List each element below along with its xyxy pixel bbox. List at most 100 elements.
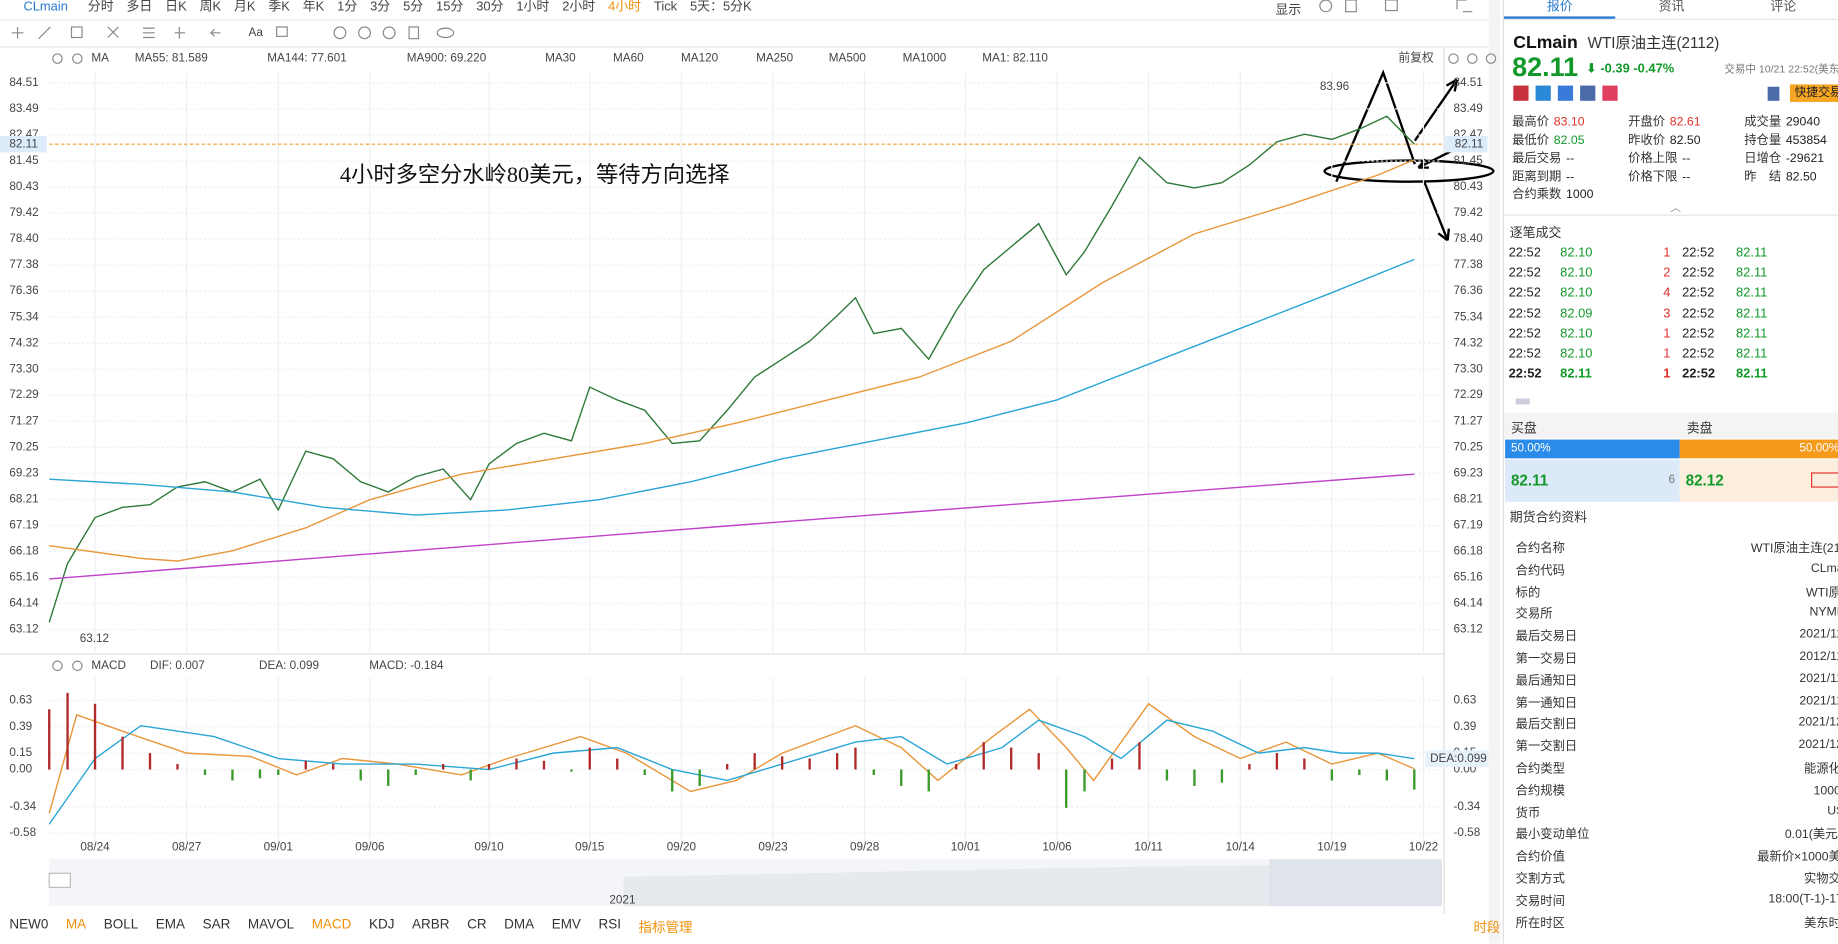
period[interactable]: 年K bbox=[302, 0, 325, 15]
indicator-tab[interactable]: BOLL bbox=[103, 917, 139, 932]
legend-entry[interactable]: MA900: 69.220 bbox=[407, 52, 487, 65]
comment-icon[interactable] bbox=[276, 26, 288, 37]
symbol[interactable]: CLmain bbox=[23, 0, 68, 15]
restore-button[interactable]: 前复权 bbox=[1398, 51, 1433, 65]
scrollbar[interactable] bbox=[1488, 0, 1501, 944]
legend-entry[interactable]: MA250 bbox=[756, 52, 794, 65]
channel-icon[interactable] bbox=[143, 27, 155, 39]
user-icon[interactable] bbox=[1557, 85, 1574, 101]
bid-cell[interactable]: 82.11 6 bbox=[1505, 459, 1680, 502]
magnet-icon[interactable] bbox=[333, 26, 347, 40]
indicator-tab[interactable]: SAR bbox=[202, 917, 231, 932]
period[interactable]: 4小时 bbox=[608, 0, 642, 15]
heart-icon[interactable] bbox=[1602, 85, 1618, 101]
legend-entry[interactable]: MA60 bbox=[613, 52, 644, 65]
legend-entry[interactable]: DIF: 0.007 bbox=[150, 659, 205, 672]
quick-trade-button[interactable]: 快捷交易 bbox=[1789, 84, 1838, 102]
close-icon[interactable] bbox=[72, 53, 83, 64]
x-tick-label: 10/01 bbox=[951, 841, 980, 854]
period[interactable]: 分时 bbox=[87, 0, 114, 15]
period[interactable]: 周K bbox=[199, 0, 222, 15]
histogram-bar bbox=[542, 760, 546, 770]
period[interactable]: 1小时 bbox=[516, 0, 550, 15]
indicator-tab[interactable]: MACD bbox=[311, 917, 352, 932]
indicator-tab[interactable]: MAVOL bbox=[247, 917, 295, 932]
indicator-tab[interactable]: EMA bbox=[155, 917, 186, 932]
ask-cell[interactable]: 82.12 bbox=[1679, 459, 1838, 502]
legend-entry[interactable]: MA1000 bbox=[903, 52, 947, 65]
legend-entry[interactable]: MA500 bbox=[829, 52, 867, 65]
period-button[interactable]: 时段 bbox=[1473, 921, 1501, 936]
gear-icon[interactable] bbox=[52, 53, 63, 64]
period[interactable]: 5分 bbox=[403, 0, 424, 15]
x-tick-label: 08/27 bbox=[172, 841, 201, 854]
indicator-name[interactable]: MA bbox=[91, 52, 109, 65]
period[interactable]: 30分 bbox=[476, 0, 504, 15]
panel-tab[interactable]: 资讯 bbox=[1658, 0, 1685, 15]
indicator-tab[interactable]: KDJ bbox=[368, 917, 395, 932]
collapse-icon[interactable]: ︿ bbox=[1670, 201, 1681, 214]
indicator-tab[interactable]: CR bbox=[467, 917, 487, 932]
period[interactable]: 3分 bbox=[370, 0, 391, 15]
hide-icon[interactable] bbox=[382, 26, 396, 40]
quote-field: 开盘价 82.61 bbox=[1628, 113, 1744, 129]
legend-entry[interactable]: MA144: 77.601 bbox=[267, 52, 347, 65]
legend-entry[interactable]: MA30 bbox=[545, 52, 576, 65]
measure-icon[interactable] bbox=[174, 26, 186, 39]
fib-icon[interactable] bbox=[107, 26, 119, 38]
period[interactable]: 日K bbox=[165, 0, 187, 15]
trade-cell: 22:52 bbox=[1682, 246, 1715, 261]
zoom-in-icon[interactable] bbox=[1485, 53, 1497, 64]
indicator-tab[interactable]: ARBR bbox=[412, 917, 450, 932]
legend-entry[interactable]: MACD: -0.184 bbox=[369, 659, 444, 672]
chart-icon[interactable] bbox=[1535, 85, 1551, 101]
y-tick-label: 75.34 bbox=[1454, 310, 1484, 323]
indicator-tab[interactable]: EMV bbox=[551, 917, 581, 932]
legend-entry[interactable]: MA120 bbox=[681, 52, 719, 65]
indicator-tab[interactable]: NEW0 bbox=[9, 917, 49, 932]
panel-tab[interactable]: 报价 bbox=[1503, 0, 1616, 19]
period[interactable]: 1分 bbox=[337, 0, 358, 15]
reset-icon[interactable] bbox=[1448, 53, 1459, 64]
line-icon[interactable] bbox=[38, 26, 51, 40]
panel-tab[interactable]: 评论 bbox=[1770, 0, 1797, 15]
camera-icon[interactable] bbox=[1384, 0, 1398, 12]
link-icon[interactable] bbox=[436, 27, 455, 39]
legend-entry[interactable]: DEA: 0.099 bbox=[259, 659, 319, 672]
text-tool[interactable]: Aa bbox=[249, 26, 264, 39]
histogram-bar bbox=[1385, 769, 1388, 781]
indicator-tab[interactable]: DMA bbox=[504, 917, 535, 932]
period[interactable]: 15分 bbox=[436, 0, 464, 15]
period[interactable]: 5天：5分K bbox=[689, 0, 752, 15]
close-icon[interactable] bbox=[72, 660, 83, 672]
display-menu[interactable]: 显示 bbox=[1275, 3, 1302, 18]
shape-icon[interactable] bbox=[70, 26, 83, 39]
navigator-window[interactable] bbox=[1269, 859, 1442, 907]
navigator-handle[interactable] bbox=[48, 872, 71, 888]
period[interactable]: 月K bbox=[233, 0, 256, 15]
period[interactable]: Tick bbox=[653, 0, 678, 15]
y-tick-label: 73.30 bbox=[1454, 362, 1484, 375]
zoom-out-icon[interactable] bbox=[1466, 53, 1478, 64]
indicator-tab[interactable]: RSI bbox=[598, 917, 621, 932]
legend-entry[interactable]: MA1: 82.110 bbox=[982, 52, 1048, 65]
layout-icon[interactable] bbox=[1345, 0, 1357, 13]
doc-icon[interactable] bbox=[1580, 85, 1596, 101]
crosshair-icon[interactable] bbox=[11, 26, 24, 39]
flag-icon[interactable] bbox=[1513, 85, 1529, 101]
delete-icon[interactable] bbox=[408, 26, 420, 40]
fullscreen-icon[interactable] bbox=[1456, 0, 1473, 13]
indicator-tab[interactable]: MA bbox=[65, 917, 87, 932]
back-icon[interactable] bbox=[209, 28, 221, 37]
indicator-name[interactable]: MACD bbox=[91, 659, 126, 672]
gear-icon[interactable] bbox=[52, 660, 63, 672]
legend-entry[interactable]: MA55: 81.589 bbox=[135, 52, 208, 65]
indicator-tab[interactable]: 指标管理 bbox=[638, 921, 693, 936]
period[interactable]: 多日 bbox=[126, 0, 153, 15]
bell-icon[interactable] bbox=[1767, 86, 1780, 101]
period[interactable]: 2小时 bbox=[562, 0, 596, 15]
settings-icon[interactable] bbox=[1319, 0, 1333, 13]
lock-icon[interactable] bbox=[358, 26, 371, 40]
period[interactable]: 季K bbox=[268, 0, 290, 15]
histogram-bar bbox=[1064, 769, 1068, 808]
